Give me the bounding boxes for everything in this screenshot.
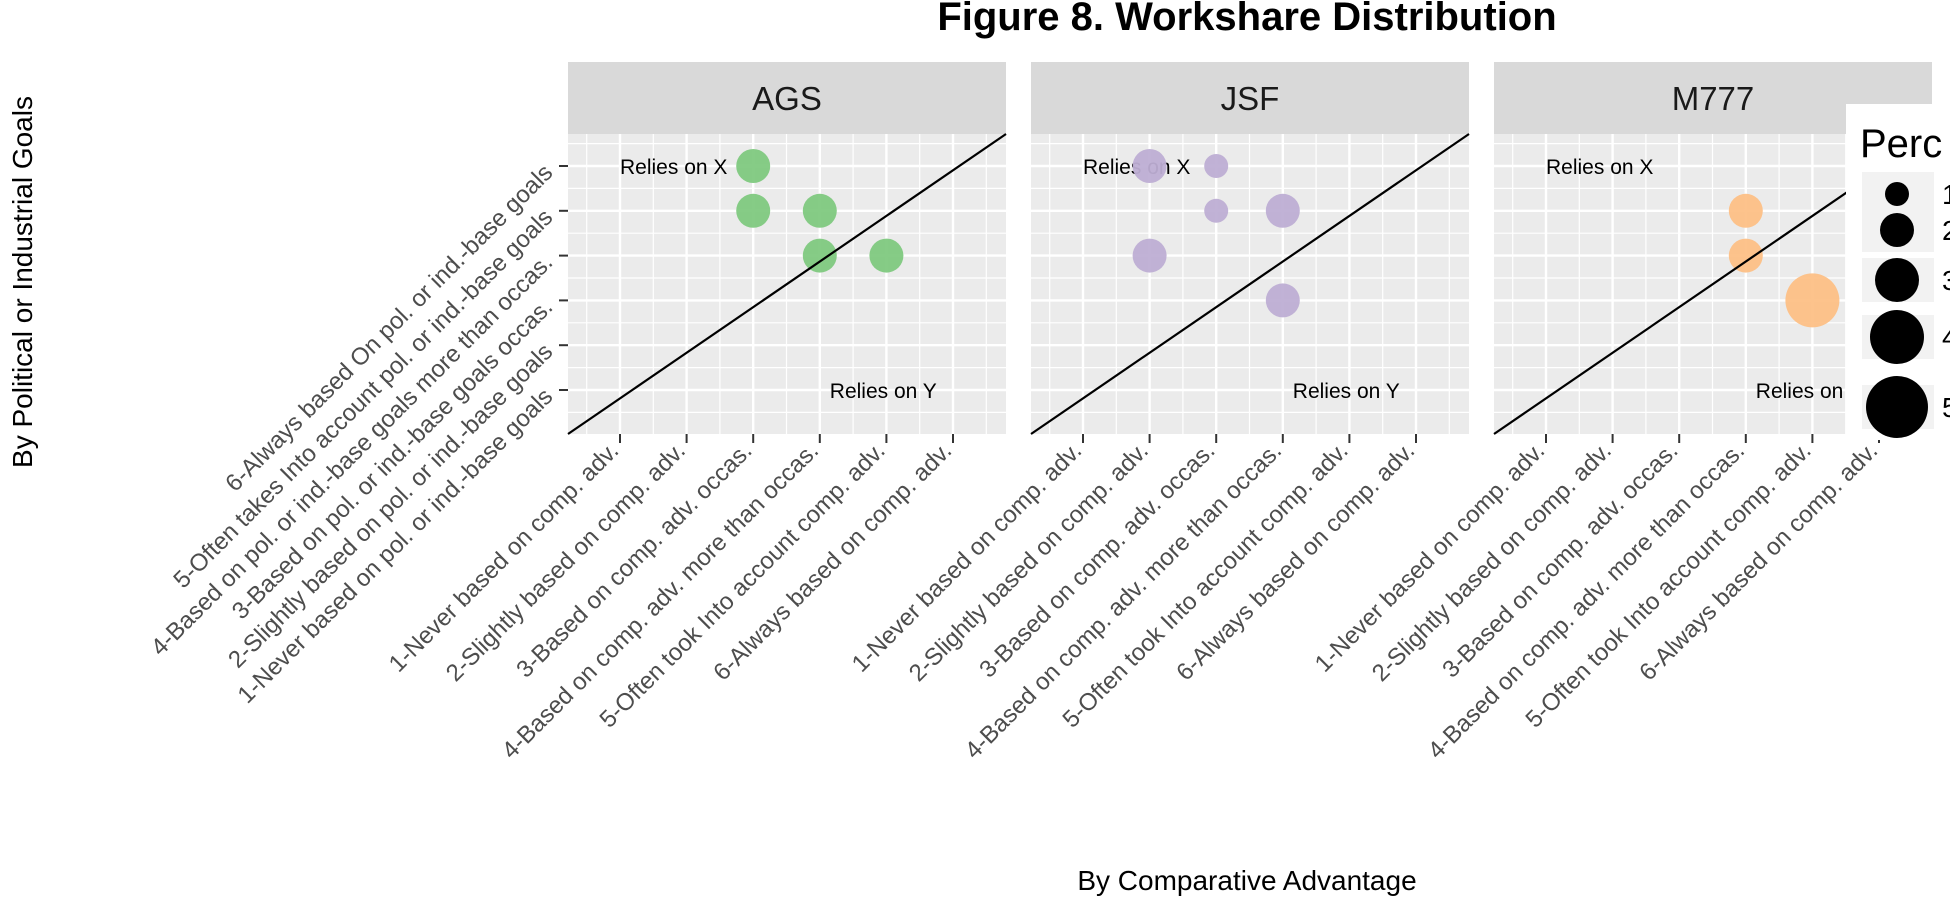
x-tick-label: 6-Always based on comp. adv.: [708, 437, 957, 686]
data-point: [1204, 198, 1229, 223]
data-point: [1132, 238, 1167, 273]
panel-strip-label: JSF: [1221, 80, 1280, 117]
data-point: [802, 238, 837, 273]
legend-key: [1885, 182, 1909, 206]
y-axis-title: By Political or Industrial Goals: [7, 96, 38, 468]
annotation-relies-on-x: Relies on X: [620, 156, 727, 179]
reference-line: [567, 133, 1007, 435]
legend-key: [1870, 310, 1924, 364]
data-point: [1204, 154, 1229, 178]
data-point: [1785, 273, 1840, 328]
chart-title: Figure 8. Workshare Distribution: [937, 0, 1556, 39]
data-point: [1265, 193, 1300, 228]
data-point: [802, 193, 837, 228]
x-tick-label: 2-Slightly based on comp. adv.: [904, 437, 1154, 687]
annotation-relies-on-y: Relies on Y: [830, 380, 937, 403]
x-axis-title: By Comparative Advantage: [1077, 865, 1416, 896]
data-point: [1728, 238, 1763, 273]
legend-label: 5: [1942, 392, 1950, 423]
reference-line: [1030, 133, 1470, 435]
panel-strip-label: M777: [1672, 80, 1755, 117]
legend-label: 4: [1942, 322, 1950, 353]
data-point: [736, 149, 771, 183]
x-tick-label: 6-Always based on comp. adv.: [1171, 437, 1420, 686]
data-point: [1132, 149, 1167, 183]
legend-title: Perc: [1860, 122, 1942, 166]
data-point: [1265, 283, 1300, 318]
legend-key: [1880, 213, 1914, 247]
legend-label: 2: [1942, 215, 1950, 246]
panel-strip: [568, 62, 1006, 134]
data-point: [869, 238, 904, 273]
legend-key: [1866, 376, 1928, 438]
panel-strip: [1031, 62, 1469, 134]
annotation-relies-on-y: Relies on Y: [1756, 380, 1863, 403]
legend-label: 1: [1942, 179, 1950, 210]
x-tick-label: 2-Slightly based on comp. adv.: [1367, 437, 1617, 687]
x-tick-label: 6-Always based on comp. adv.: [1634, 437, 1883, 686]
legend-label: 3: [1942, 265, 1950, 296]
data-point: [1728, 193, 1763, 228]
data-point: [736, 193, 771, 228]
annotation-relies-on-y: Relies on Y: [1293, 380, 1400, 403]
panel-strip-label: AGS: [752, 80, 822, 117]
annotation-relies-on-x: Relies on X: [1546, 156, 1653, 179]
legend-key: [1875, 258, 1919, 302]
